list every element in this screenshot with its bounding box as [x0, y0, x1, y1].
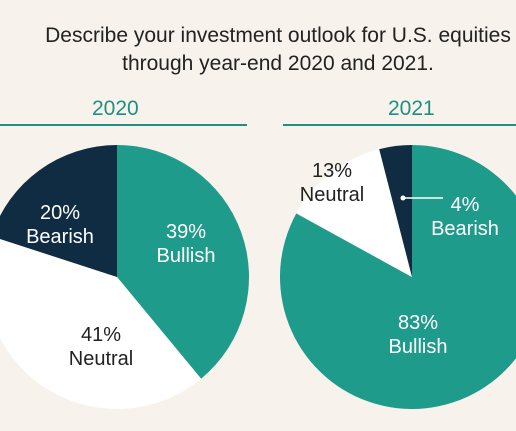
pie-2020-value-bullish: 39%: [166, 221, 206, 243]
pie-2021-rule: [283, 124, 516, 126]
pie-2020-slice-bullish: [117, 145, 250, 379]
pie-2021-slice-bullish: [280, 145, 516, 409]
pie-2020-title: 2020: [92, 97, 139, 120]
chart-title-line2: through year-end 2020 and 2021.: [122, 52, 434, 75]
pie-2021-title: 2021: [388, 97, 435, 120]
pie-2020-label-neutral: Neutral: [69, 348, 133, 370]
pie-2021-label-bearish: Bearish: [431, 218, 499, 240]
pie-2021-value-bullish: 83%: [398, 312, 438, 334]
pie-2020-slice-neutral: [0, 238, 202, 409]
pie-2021-label-neutral: Neutral: [300, 184, 364, 206]
chart-title-line1: Describe your investment outlook for U.S…: [45, 24, 511, 47]
pie-2021-slice-neutral: [296, 149, 412, 277]
pie-2021-value-bearish: 4%: [451, 194, 480, 216]
pie-2020-label-bearish: Bearish: [26, 226, 94, 248]
pie-2020-value-neutral: 41%: [81, 324, 121, 346]
pie-2021-label-bullish: Bullish: [389, 336, 448, 358]
pie-2020-value-bearish: 20%: [40, 202, 80, 224]
pie-2020-label-bullish: Bullish: [157, 245, 216, 267]
pie-2020-rule: [0, 124, 247, 126]
pie-2021-bearish-leader-dot: [400, 195, 406, 201]
pie-2021-slice-bearish: [379, 145, 412, 277]
chart-title: Describe your investment outlook for U.S…: [0, 22, 516, 78]
pie-2020-slice-bearish: [0, 145, 117, 277]
pie-2021-value-neutral: 13%: [312, 160, 352, 182]
